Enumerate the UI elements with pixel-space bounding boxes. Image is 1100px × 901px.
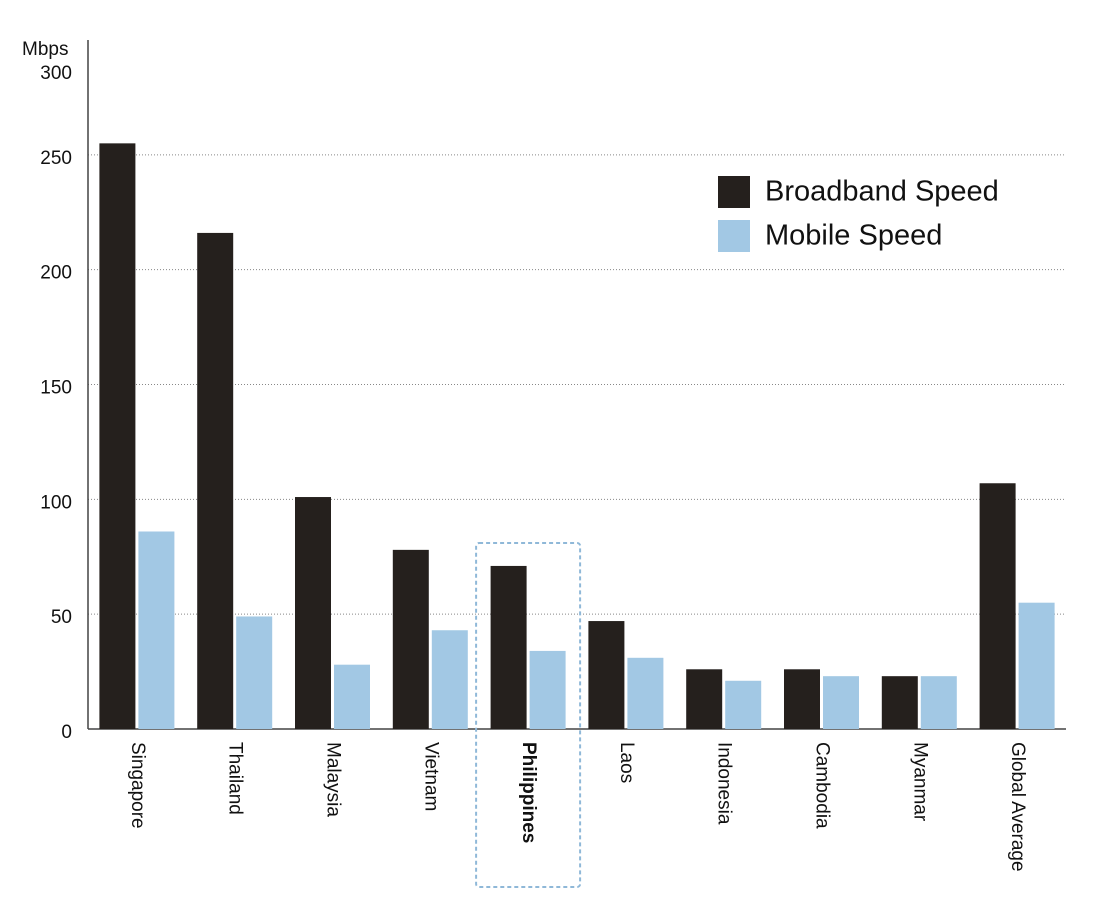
y-unit: Mbps — [22, 39, 68, 60]
bar — [1018, 602, 1055, 729]
bar — [920, 676, 957, 729]
bar — [725, 680, 762, 729]
y-tick-label: 100 — [40, 492, 72, 513]
bar — [823, 676, 859, 729]
x-tick-label: Malaysia — [322, 742, 343, 817]
x-tick-label: Global Average — [1007, 742, 1028, 872]
bar — [197, 232, 234, 730]
y-tick-label: 250 — [40, 148, 72, 169]
bar — [490, 565, 527, 729]
legend-label: Broadband Speed — [765, 176, 999, 208]
bar — [295, 497, 331, 729]
bar — [686, 669, 723, 729]
bar — [979, 483, 1016, 729]
y-tick-label: 50 — [51, 607, 72, 628]
legend-swatch — [718, 220, 750, 252]
bar — [392, 549, 429, 729]
x-tick-label: Myanmar — [909, 742, 930, 822]
x-tick-label: Singapore — [127, 742, 148, 829]
x-tick-label: Vietnam — [420, 742, 441, 811]
bar — [99, 143, 136, 730]
x-tick-label: Cambodia — [811, 742, 832, 829]
x-tick-label: Philippines — [518, 742, 539, 843]
legend-swatch — [718, 176, 750, 208]
bar — [236, 616, 273, 729]
y-tick-label: 150 — [40, 378, 72, 399]
bar — [881, 676, 918, 729]
bar — [627, 657, 664, 729]
y-tick-label: 300 — [40, 63, 72, 84]
y-tick-label: 200 — [40, 263, 72, 284]
bar — [784, 669, 820, 729]
x-tick-label: Laos — [616, 742, 637, 783]
bar — [138, 531, 175, 729]
legend-label: Mobile Speed — [765, 220, 942, 252]
highlight-box — [475, 542, 582, 888]
y-tick-label: 0 — [61, 722, 72, 743]
bar — [588, 621, 625, 729]
bar — [529, 650, 566, 729]
bar — [431, 630, 468, 729]
bar — [334, 664, 370, 729]
x-tick-label: Thailand — [225, 742, 246, 815]
x-tick-label: Indonesia — [714, 742, 735, 825]
